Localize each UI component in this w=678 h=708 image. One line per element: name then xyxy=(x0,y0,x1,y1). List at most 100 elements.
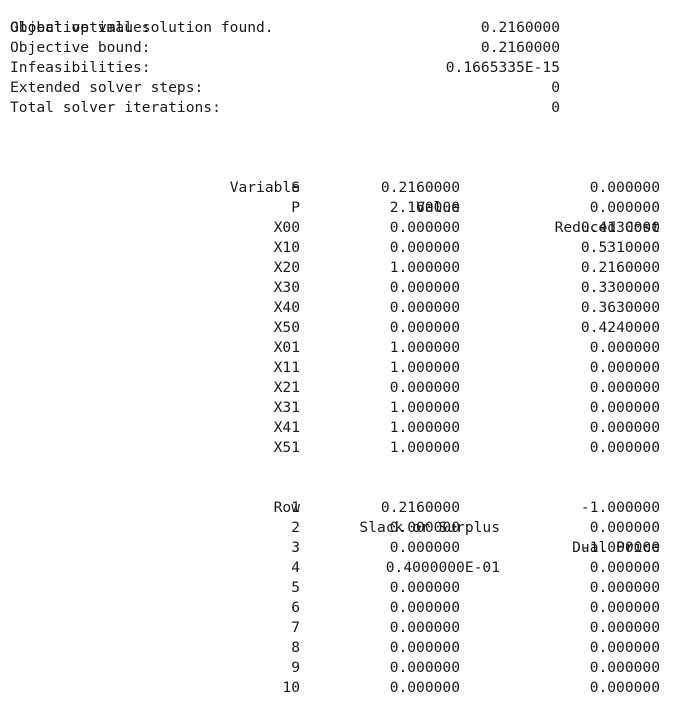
variable-name: P xyxy=(291,199,300,216)
variable-reduced-cost: 0.000000 xyxy=(589,439,660,456)
value-column-header: Value xyxy=(416,199,460,216)
variable-reduced-cost: 0.000000 xyxy=(589,199,660,216)
variable-value: 1.000000 xyxy=(389,419,460,436)
summary-row: Total solver iterations: 0 xyxy=(10,98,670,118)
variables-table: S 0.2160000 0.000000 P 2.160000 0.000000 X00 0.… xyxy=(10,178,670,458)
variable-value: 1.000000 xyxy=(389,399,460,416)
table-row: X31 1.000000 0.000000 xyxy=(10,398,670,418)
variable-name: X30 xyxy=(273,279,300,296)
table-row: S 0.2160000 0.000000 xyxy=(10,178,670,198)
variable-reduced-cost: 0.000000 xyxy=(589,339,660,356)
constraint-slack: 0.000000 xyxy=(389,579,460,596)
constraint-slack: 0.000000 xyxy=(389,519,460,536)
variable-value: 0.000000 xyxy=(389,379,460,396)
table-row: P 2.160000 0.000000 xyxy=(10,198,670,218)
constraint-row-number: 1 xyxy=(291,499,300,516)
row-column-header: Row xyxy=(273,499,300,516)
table-row: X10 0.000000 0.5310000 xyxy=(10,238,670,258)
variable-reduced-cost: 0.3300000 xyxy=(580,279,660,296)
status-line: Global optimal solution found. xyxy=(10,0,670,36)
summary-value: 0.2160000 xyxy=(480,19,560,36)
variable-name: X50 xyxy=(273,319,300,336)
variable-value: 0.000000 xyxy=(389,319,460,336)
summary-value: 0 xyxy=(551,79,560,96)
variable-value: 1.000000 xyxy=(389,339,460,356)
constraints-table: 1 0.2160000 -1.000000 2 0.000000 0.000000 3 0.0… xyxy=(10,498,670,698)
table-row: 8 0.000000 0.000000 xyxy=(10,638,670,658)
slack-column-header: Slack or Surplus xyxy=(359,519,500,536)
variable-column-header: Variable xyxy=(229,179,300,196)
constraint-row-number: 4 xyxy=(291,559,300,576)
variable-value: 1.000000 xyxy=(389,359,460,376)
summary-section: Objective value: 0.2160000 Objective bound… xyxy=(10,18,670,118)
variable-name: X00 xyxy=(273,219,300,236)
variable-value: 1.000000 xyxy=(389,259,460,276)
table-row: X00 0.000000 0.4130000 xyxy=(10,218,670,238)
variable-name: X21 xyxy=(273,379,300,396)
constraint-dual-price: 0.000000 xyxy=(589,579,660,596)
constraint-slack: 0.4000000E-01 xyxy=(385,559,500,576)
variable-value: 0.2160000 xyxy=(380,179,460,196)
table-row: 3 0.000000 -1.000000 xyxy=(10,538,670,558)
table-row: X30 0.000000 0.3300000 xyxy=(10,278,670,298)
constraint-row-number: 7 xyxy=(291,619,300,636)
variable-value: 0.000000 xyxy=(389,279,460,296)
constraint-dual-price: 0.000000 xyxy=(589,619,660,636)
table-row: X21 0.000000 0.000000 xyxy=(10,378,670,398)
variable-reduced-cost: 0.3630000 xyxy=(580,299,660,316)
variable-value: 2.160000 xyxy=(389,199,460,216)
constraint-slack: 0.000000 xyxy=(389,599,460,616)
variable-name: X31 xyxy=(273,399,300,416)
variable-reduced-cost: 0.5310000 xyxy=(580,239,660,256)
constraint-row-number: 3 xyxy=(291,539,300,556)
constraint-row-number: 10 xyxy=(282,679,300,696)
status-text: Global optimal solution found. xyxy=(10,19,274,36)
variable-name: X20 xyxy=(273,259,300,276)
variable-value: 0.000000 xyxy=(389,219,460,236)
table-row: X50 0.000000 0.4240000 xyxy=(10,318,670,338)
table-row: X41 1.000000 0.000000 xyxy=(10,418,670,438)
solution-report: Global optimal solution found. Objective… xyxy=(10,0,670,698)
variable-name: X11 xyxy=(273,359,300,376)
constraint-slack: 0.2160000 xyxy=(380,499,460,516)
summary-label: Infeasibilities: xyxy=(10,59,151,76)
constraint-dual-price: 0.000000 xyxy=(589,639,660,656)
constraint-row-number: 9 xyxy=(291,659,300,676)
reduced-cost-column-header: Reduced Cost xyxy=(554,219,660,236)
constraint-slack: 0.000000 xyxy=(389,619,460,636)
variable-value: 0.000000 xyxy=(389,299,460,316)
constraint-row-number: 8 xyxy=(291,639,300,656)
constraint-dual-price: -1.000000 xyxy=(580,499,660,516)
summary-row: Objective bound: 0.2160000 xyxy=(10,38,670,58)
variable-reduced-cost: 0.000000 xyxy=(589,399,660,416)
variable-name: X40 xyxy=(273,299,300,316)
spacer xyxy=(10,458,670,478)
variable-reduced-cost: 0.000000 xyxy=(589,379,660,396)
variable-reduced-cost: 0.4130000 xyxy=(580,219,660,236)
constraints-header-row: Row Slack or Surplus Dual Price xyxy=(10,478,670,556)
table-row: 10 0.000000 0.000000 xyxy=(10,678,670,698)
summary-label: Extended solver steps: xyxy=(10,79,204,96)
constraint-dual-price: -1.000000 xyxy=(580,539,660,556)
constraint-slack: 0.000000 xyxy=(389,639,460,656)
constraint-dual-price: 0.000000 xyxy=(589,599,660,616)
constraint-row-number: 5 xyxy=(291,579,300,596)
table-row: 6 0.000000 0.000000 xyxy=(10,598,670,618)
variable-reduced-cost: 0.4240000 xyxy=(580,319,660,336)
constraint-slack: 0.000000 xyxy=(389,539,460,556)
table-row: X51 1.000000 0.000000 xyxy=(10,438,670,458)
variables-header-row: Variable Value Reduced Cost xyxy=(10,158,670,236)
constraint-row-number: 6 xyxy=(291,599,300,616)
spacer xyxy=(10,118,670,158)
variable-name: X01 xyxy=(273,339,300,356)
summary-row: Infeasibilities: 0.1665335E-15 xyxy=(10,58,670,78)
variable-reduced-cost: 0.2160000 xyxy=(580,259,660,276)
table-row: X40 0.000000 0.3630000 xyxy=(10,298,670,318)
constraint-dual-price: 0.000000 xyxy=(589,679,660,696)
variable-reduced-cost: 0.000000 xyxy=(589,179,660,196)
summary-value: 0.1665335E-15 xyxy=(445,59,560,76)
summary-row: Objective value: 0.2160000 xyxy=(10,18,670,38)
variable-name: X10 xyxy=(273,239,300,256)
table-row: 1 0.2160000 -1.000000 xyxy=(10,498,670,518)
constraint-slack: 0.000000 xyxy=(389,679,460,696)
